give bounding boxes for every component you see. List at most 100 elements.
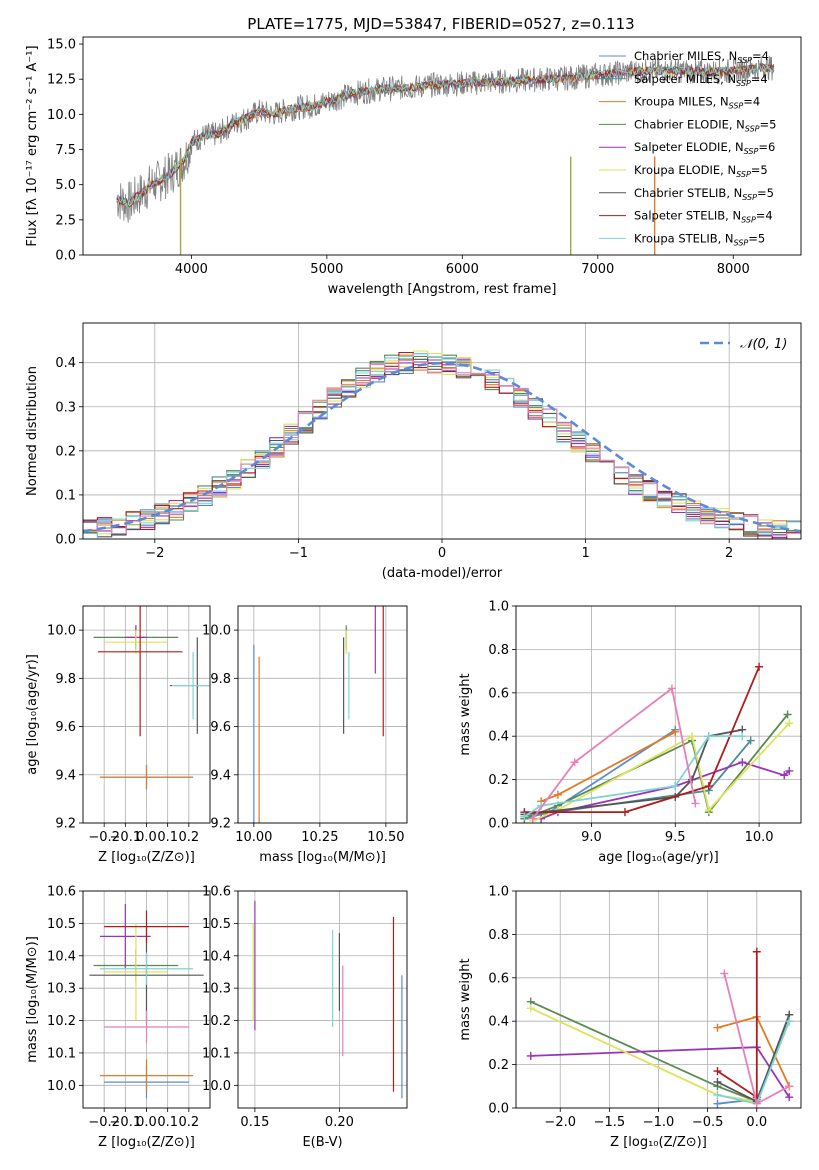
y-tick-label: 9.6: [55, 720, 76, 735]
x-axis-label: E(B-V): [302, 1135, 342, 1150]
x-tick-label: −1.0: [643, 1115, 675, 1130]
plot-area: [89, 903, 204, 1099]
series-marker: [713, 1077, 722, 1086]
series-marker: [704, 782, 713, 791]
series-marker: [720, 969, 729, 978]
plot-area: [253, 606, 384, 823]
series-line: [540, 761, 790, 820]
y-tick-label: 10.4: [202, 949, 231, 964]
plot-area: [116, 55, 775, 255]
series-marker: [620, 808, 629, 817]
x-tick-label: 2: [725, 546, 733, 561]
panel-age_vs_mass: 10.00 10.25 10.50 9.2 9.4 9.6 9.8 10.0 mass [log…: [202, 605, 408, 865]
errorbar-point: [97, 606, 183, 737]
axes-frame: [82, 36, 802, 256]
series-marker: [528, 814, 537, 823]
series-marker: [713, 1067, 722, 1076]
errorbar-point: [99, 903, 151, 969]
panel-spectrum: 4000 5000 6000 7000 8000 0.0 2.5 5.0 7.5 10.0 12.5…: [25, 36, 802, 297]
x-tick-label: 8000: [717, 262, 750, 277]
series-marker: [738, 732, 747, 741]
x-axis-label: mass [log₁₀(M/M⊙)]: [259, 850, 386, 865]
errorbar-point: [104, 1010, 189, 1044]
series-marker: [520, 812, 529, 821]
x-tick-label: 1: [581, 546, 589, 561]
series-marker: [704, 805, 713, 814]
x-tick-label: −0.2: [88, 830, 120, 845]
y-tick-label: 10.0: [202, 624, 231, 639]
legend-label: Chabrier ELODIE, NSSP=5: [634, 117, 776, 133]
legend: Chabrier MILES, NSSP=4 Salpeter MILES, NS…: [599, 49, 776, 247]
x-tick-label: 0.0: [746, 1115, 767, 1130]
x-tick-label: 7000: [581, 262, 614, 277]
panel-age_vs_Z: −0.2−0.10.0 0.1 0.2 9.2 9.4 9.6 9.8 10.0 Z [log₁…: [25, 605, 211, 865]
y-tick-label: 0.4: [488, 1015, 509, 1030]
y-tick-label: 10.0: [202, 1079, 231, 1094]
y-axis-label: Flux [fλ 10⁻¹⁷ erg cm⁻² s⁻¹ A⁻¹]: [25, 45, 40, 246]
series-marker: [667, 684, 676, 693]
errorbar-point: [99, 1059, 194, 1092]
series-marker: [746, 736, 755, 745]
y-axis-label: mass weight: [458, 958, 473, 1040]
legend-label: Salpeter ELODIE, NSSP=6: [634, 140, 775, 156]
legend-label: Salpeter MILES, NSSP=4: [634, 72, 768, 88]
x-tick-label: −1.5: [594, 1115, 626, 1130]
y-tick-label: 10.1: [202, 1046, 231, 1061]
axes-frame: [515, 605, 802, 824]
series-marker: [738, 758, 747, 767]
errorbar-point: [99, 952, 194, 985]
y-tick-label: 0.3: [55, 400, 76, 415]
x-tick-label: −0.1: [110, 1115, 142, 1130]
series-marker: [671, 782, 680, 791]
series-marker: [553, 790, 562, 799]
y-tick-label: 0.8: [488, 928, 509, 943]
y-tick-label: 1.0: [488, 885, 509, 900]
x-tick-label: 9.5: [665, 830, 686, 845]
series-marker: [526, 1051, 535, 1060]
panel-residual_hist: −2 −1 0 1 2 0.0 0.1 0.2 0.3 0.4 (data-model)/error…: [25, 322, 802, 581]
errorbar-point: [104, 923, 168, 1021]
series-marker: [713, 1023, 722, 1032]
y-tick-label: 12.5: [47, 73, 76, 88]
y-tick-label: 7.5: [55, 143, 76, 158]
y-tick-label: 10.3: [47, 982, 76, 997]
y-tick-label: 9.2: [210, 817, 231, 832]
x-axis-label: (data-model)/error: [382, 566, 503, 581]
y-tick-label: 9.4: [55, 768, 76, 783]
axes-frame: [82, 890, 211, 1109]
x-tick-label: 0.2: [178, 830, 199, 845]
x-tick-label: 10.0: [745, 830, 774, 845]
x-tick-label: −0.2: [88, 1115, 120, 1130]
x-axis-label: wavelength [Angstrom, rest frame]: [328, 282, 557, 297]
y-tick-label: 5.0: [55, 178, 76, 193]
plot-area: [83, 350, 801, 539]
x-axis-label: Z [log₁₀(Z/Z⊙)]: [98, 1135, 195, 1150]
series-marker: [713, 1099, 722, 1108]
series-line: [524, 728, 743, 816]
series-marker: [785, 766, 794, 775]
errorbar-point: [171, 651, 210, 720]
legend-label: 𝒩(0, 1): [740, 337, 787, 352]
normal-reference-curve: [83, 361, 801, 533]
y-tick-label: 9.8: [55, 672, 76, 687]
panel-mass_vs_Z: −0.2−0.10.0 0.1 0.2 10.0 10.1 10.2 10.3 10.4 10.…: [25, 885, 211, 1150]
y-tick-label: 0.6: [488, 686, 509, 701]
x-tick-label: 10.00: [235, 830, 272, 845]
series-marker: [691, 799, 700, 808]
y-tick-label: 10.2: [202, 1014, 231, 1029]
series-marker: [785, 1093, 794, 1102]
y-tick-label: 10.5: [202, 917, 231, 932]
x-tick-label: 0.20: [325, 1115, 354, 1130]
y-tick-label: 10.6: [47, 885, 76, 900]
x-axis-label: Z [log₁₀(Z/Z⊙)]: [610, 1135, 707, 1150]
y-tick-label: 0.2: [55, 444, 76, 459]
figure-title: PLATE=1775, MJD=53847, FIBERID=0527, z=0…: [247, 15, 634, 33]
errorbar-point: [104, 630, 168, 655]
axes-frame: [237, 605, 408, 824]
x-tick-label: 0.0: [136, 830, 157, 845]
series-marker: [671, 727, 680, 736]
series-line: [523, 735, 743, 818]
x-tick-label: 9.0: [581, 830, 602, 845]
y-tick-label: 10.5: [47, 917, 76, 932]
